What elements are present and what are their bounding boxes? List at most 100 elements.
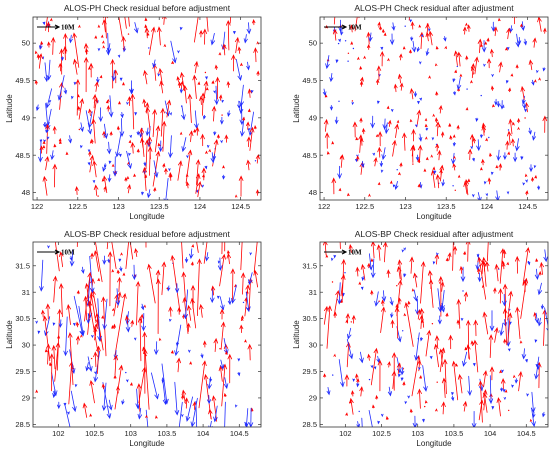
- residual-arrow: [338, 359, 345, 388]
- residual-arrow: [204, 165, 208, 170]
- residual-arrow: [383, 242, 388, 263]
- residual-arrow: [121, 399, 125, 405]
- residual-arrow: [102, 298, 108, 330]
- residual-arrow: [481, 256, 487, 272]
- residual-arrow: [216, 134, 220, 139]
- residual-arrow: [136, 130, 140, 136]
- residual-arrow: [438, 124, 441, 128]
- residual-arrow: [452, 142, 456, 147]
- residual-arrow: [482, 392, 488, 413]
- residual-arrow: [429, 355, 433, 360]
- residual-arrow: [469, 133, 475, 147]
- residual-arrow: [333, 254, 337, 259]
- scale-arrow-head: [341, 249, 348, 255]
- residual-arrow: [226, 20, 231, 51]
- residual-arrow: [87, 356, 93, 372]
- residual-arrow: [348, 244, 353, 253]
- residual-arrow: [130, 319, 134, 327]
- residual-arrow: [531, 79, 535, 86]
- residual-arrow: [377, 359, 383, 392]
- residual-arrow: [102, 382, 112, 419]
- y-tick-label: 31: [309, 288, 317, 297]
- residual-arrow: [370, 347, 379, 386]
- residual-arrow: [392, 139, 397, 157]
- residual-arrow: [404, 400, 407, 405]
- residual-arrow: [44, 62, 49, 83]
- residual-arrow: [534, 268, 540, 280]
- residual-arrow: [386, 105, 390, 110]
- residual-arrow: [111, 70, 117, 82]
- y-tick-label: 49: [309, 113, 317, 122]
- residual-arrow: [377, 21, 381, 28]
- residual-arrow: [248, 272, 253, 286]
- residual-arrow: [503, 152, 507, 160]
- residual-arrow: [87, 300, 99, 353]
- residual-arrow: [223, 377, 229, 390]
- residual-arrow: [52, 275, 58, 303]
- residual-arrow: [410, 21, 415, 30]
- residual-arrow: [126, 175, 130, 180]
- residual-arrow: [398, 297, 402, 305]
- residual-arrow: [536, 70, 539, 74]
- x-tick-label: 123.5: [437, 202, 456, 211]
- residual-arrow: [391, 22, 396, 31]
- residual-arrow: [507, 129, 510, 131]
- residual-arrow: [103, 185, 107, 192]
- residual-arrow: [331, 281, 334, 283]
- residual-arrow: [386, 269, 391, 278]
- residual-arrow: [356, 421, 360, 427]
- residual-arrow: [472, 194, 475, 198]
- residual-arrow: [515, 64, 519, 69]
- residual-arrow: [431, 137, 435, 141]
- residual-arrow: [88, 150, 92, 157]
- residual-arrow: [465, 22, 468, 26]
- residual-arrow: [191, 244, 195, 248]
- residual-arrow: [89, 413, 92, 417]
- residual-arrow: [359, 117, 363, 123]
- residual-arrow: [103, 123, 109, 140]
- residual-arrow: [410, 145, 415, 163]
- residual-arrow: [390, 319, 395, 328]
- residual-arrow: [179, 131, 183, 135]
- residual-arrow: [108, 160, 112, 165]
- residual-arrow: [73, 322, 76, 327]
- residual-arrow: [106, 105, 110, 112]
- residual-arrow: [490, 48, 494, 58]
- residual-arrow: [67, 332, 74, 386]
- scale-arrow: 10M: [37, 249, 75, 257]
- residual-arrow: [349, 24, 354, 33]
- residual-arrow: [158, 140, 163, 153]
- x-tick-label: 122: [31, 202, 44, 211]
- residual-arrow: [456, 124, 460, 130]
- residual-arrow: [394, 123, 399, 138]
- residual-arrow: [381, 413, 384, 418]
- residual-arrow: [511, 384, 514, 388]
- residual-arrow: [520, 21, 525, 32]
- residual-arrow: [200, 133, 205, 147]
- y-tick-label: 48.5: [15, 151, 30, 160]
- residual-arrow: [341, 258, 346, 302]
- residual-arrow: [122, 272, 126, 276]
- residual-arrow: [467, 24, 471, 32]
- residual-arrow: [66, 304, 71, 325]
- y-axis-label: Latitude: [5, 94, 14, 123]
- residual-arrow: [515, 255, 520, 274]
- residual-arrow: [205, 76, 208, 80]
- residual-arrow: [226, 80, 231, 88]
- residual-arrow: [201, 184, 204, 188]
- residual-arrow: [137, 317, 143, 362]
- residual-arrow: [247, 108, 251, 113]
- residual-arrow: [391, 109, 394, 113]
- residual-arrow: [240, 242, 243, 271]
- residual-arrow: [246, 22, 252, 35]
- residual-arrow: [233, 30, 236, 35]
- residual-arrow: [367, 353, 371, 361]
- residual-arrow: [418, 24, 422, 28]
- residual-arrow: [105, 242, 111, 250]
- residual-arrow: [143, 161, 147, 167]
- residual-arrow: [480, 43, 483, 48]
- residual-arrow: [501, 369, 504, 373]
- residual-arrow: [177, 50, 180, 54]
- residual-arrow: [202, 173, 205, 178]
- residual-arrow: [78, 24, 81, 28]
